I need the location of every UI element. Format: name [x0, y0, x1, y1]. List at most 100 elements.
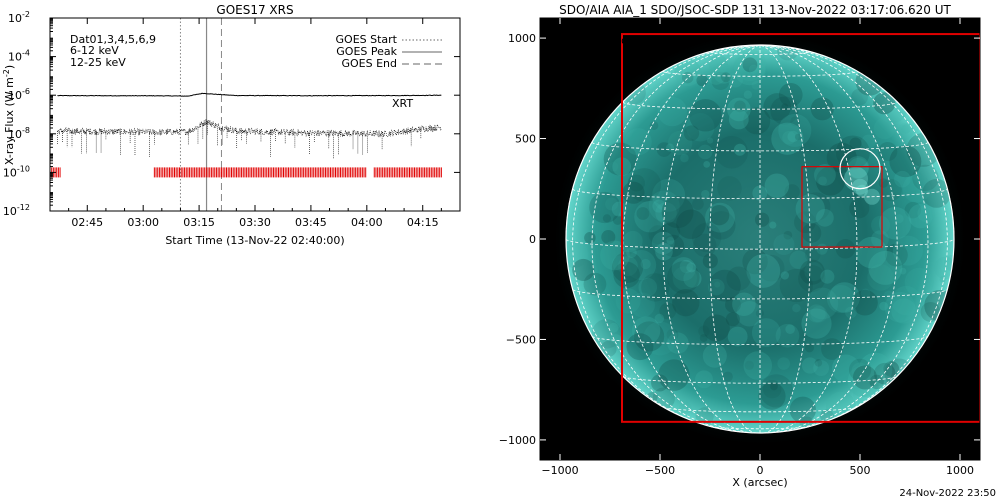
- disk-texture-blob: [648, 190, 680, 222]
- disk-texture-blob: [770, 382, 778, 391]
- xrt-zoom-box: [801, 166, 883, 248]
- disk-texture-blob: [818, 176, 828, 186]
- disk-texture-blob: [706, 211, 736, 240]
- footer-date: 24-Nov-2022 23:50: [899, 488, 996, 499]
- disk-texture-blob: [851, 362, 868, 379]
- disk-texture-blob: [608, 322, 619, 333]
- disk-texture-blob: [810, 305, 828, 323]
- aia-x-tick-label: −1000: [541, 464, 578, 477]
- xrt-fov-label: XRT FOV: [552, 422, 599, 435]
- disk-texture-blob: [902, 174, 931, 203]
- disk-texture-blob: [744, 360, 754, 370]
- aia-y-tick-label: −500: [506, 333, 536, 346]
- disk-texture-blob: [638, 277, 658, 297]
- aia-y-tick-label: −1000: [499, 434, 536, 447]
- disk-texture-blob: [904, 267, 934, 297]
- x-tick-label: 02:45: [71, 216, 103, 229]
- disk-texture-blob: [813, 360, 830, 377]
- disk-texture-blob: [912, 164, 939, 192]
- disk-texture-blob: [601, 230, 616, 245]
- disk-texture-blob: [845, 306, 857, 319]
- xrt-fov-box: [621, 33, 980, 423]
- disk-texture-blob: [769, 221, 777, 229]
- disk-texture-blob: [681, 71, 694, 84]
- disk-texture-blob: [807, 304, 826, 323]
- disk-texture-blob: [778, 83, 803, 107]
- disk-texture-blob: [727, 326, 748, 347]
- disk-texture-blob: [780, 271, 790, 280]
- disk-texture-blob: [707, 66, 726, 85]
- lightcurve-legend: GOES Start GOES Peak GOES End: [336, 33, 442, 70]
- active-region-glow: [844, 166, 868, 191]
- disk-texture-blob: [658, 359, 690, 391]
- disk-texture-blob: [810, 97, 834, 121]
- disk-texture-blob: [672, 289, 700, 317]
- aia-flare-location-label: ○ AIA flare location: [555, 34, 662, 47]
- disk-texture-blob: [715, 135, 749, 169]
- disk-texture-blob: [852, 289, 878, 316]
- disk-texture-blob: [771, 122, 804, 155]
- disk-texture-blob: [701, 189, 710, 199]
- lightcurve-x-axis-label: Start Time (13-Nov-22 02:40:00): [165, 234, 344, 247]
- disk-texture-blob: [591, 319, 622, 349]
- disk-texture-blob: [636, 207, 650, 220]
- disk-texture-blob: [696, 74, 708, 87]
- y-tick-label: 10-8: [8, 126, 30, 141]
- x-tick-label: 04:15: [407, 216, 439, 229]
- disk-texture-blob: [794, 133, 802, 141]
- disk-texture-blob: [659, 302, 677, 320]
- aia-x-ticks: −1000 −500 0 500 1000: [541, 18, 974, 477]
- aia-y-tick-label: 0: [529, 233, 536, 246]
- aia-x-axis-label: X (arcsec): [732, 476, 787, 489]
- disk-texture-blob: [702, 343, 727, 368]
- disk-texture-blob: [634, 321, 665, 352]
- disk-texture-blob: [804, 262, 824, 282]
- goes-lightcurve-panel: GOES17 XRS 10-2 10-4 10-6 10-8 10-10 10-12 02…: [2, 3, 461, 247]
- disk-texture-blob: [891, 285, 921, 316]
- grid-latitude-line: [622, 101, 898, 110]
- disk-texture-blob: [784, 184, 800, 200]
- disk-texture-blob: [667, 261, 700, 294]
- disk-texture-blob: [867, 264, 894, 291]
- y-tick-label: 10-4: [8, 49, 30, 64]
- disk-texture-blob: [777, 357, 791, 370]
- x-tick-label: 03:15: [183, 216, 215, 229]
- disk-texture-blob: [884, 243, 908, 267]
- disk-texture-blob: [626, 247, 637, 258]
- disk-texture-blob: [686, 113, 715, 142]
- disk-texture-blob: [787, 130, 799, 143]
- disk-texture-blob: [725, 296, 741, 313]
- aia-image-title: SDO/AIA AIA_1 SDO/JSOC-SDP 131 13-Nov-20…: [559, 3, 951, 17]
- disk-texture-blob: [869, 374, 884, 390]
- disk-texture-blob: [708, 269, 741, 302]
- grid-longitude-line: [662, 44, 761, 434]
- disk-texture-blob: [829, 282, 860, 313]
- short-channel-trace: [57, 118, 442, 138]
- disk-texture-blob: [600, 240, 630, 271]
- legend-goes-peak-label: GOES Peak: [336, 45, 397, 58]
- grid-latitude-line: [623, 376, 897, 384]
- disk-texture-blob: [851, 88, 869, 106]
- disk-texture-blob: [626, 250, 657, 281]
- disk-texture-blob: [648, 225, 668, 244]
- disk-texture-blob: [754, 212, 770, 227]
- disk-texture-blob: [848, 157, 869, 179]
- disk-texture-blob: [758, 382, 786, 410]
- disk-texture-blob: [884, 291, 916, 323]
- disk-texture-blob: [698, 325, 710, 337]
- disk-texture-blob: [878, 207, 912, 240]
- disk-texture-blob: [743, 107, 771, 135]
- disk-texture-blob: [883, 290, 894, 301]
- disk-texture-blob: [676, 209, 706, 240]
- disk-texture-blob: [666, 328, 679, 341]
- disk-texture-blob: [732, 292, 756, 317]
- disk-texture-blob: [920, 302, 941, 322]
- y-tick-label: 10-10: [3, 164, 30, 179]
- disk-texture-blob: [657, 96, 688, 127]
- disk-texture-blob: [806, 287, 839, 320]
- disk-texture-blob: [605, 197, 619, 211]
- grid-latitude-line: [565, 238, 955, 250]
- disk-texture-blob: [781, 103, 789, 111]
- disk-texture-blob: [695, 370, 713, 389]
- disk-texture-blob: [624, 128, 652, 156]
